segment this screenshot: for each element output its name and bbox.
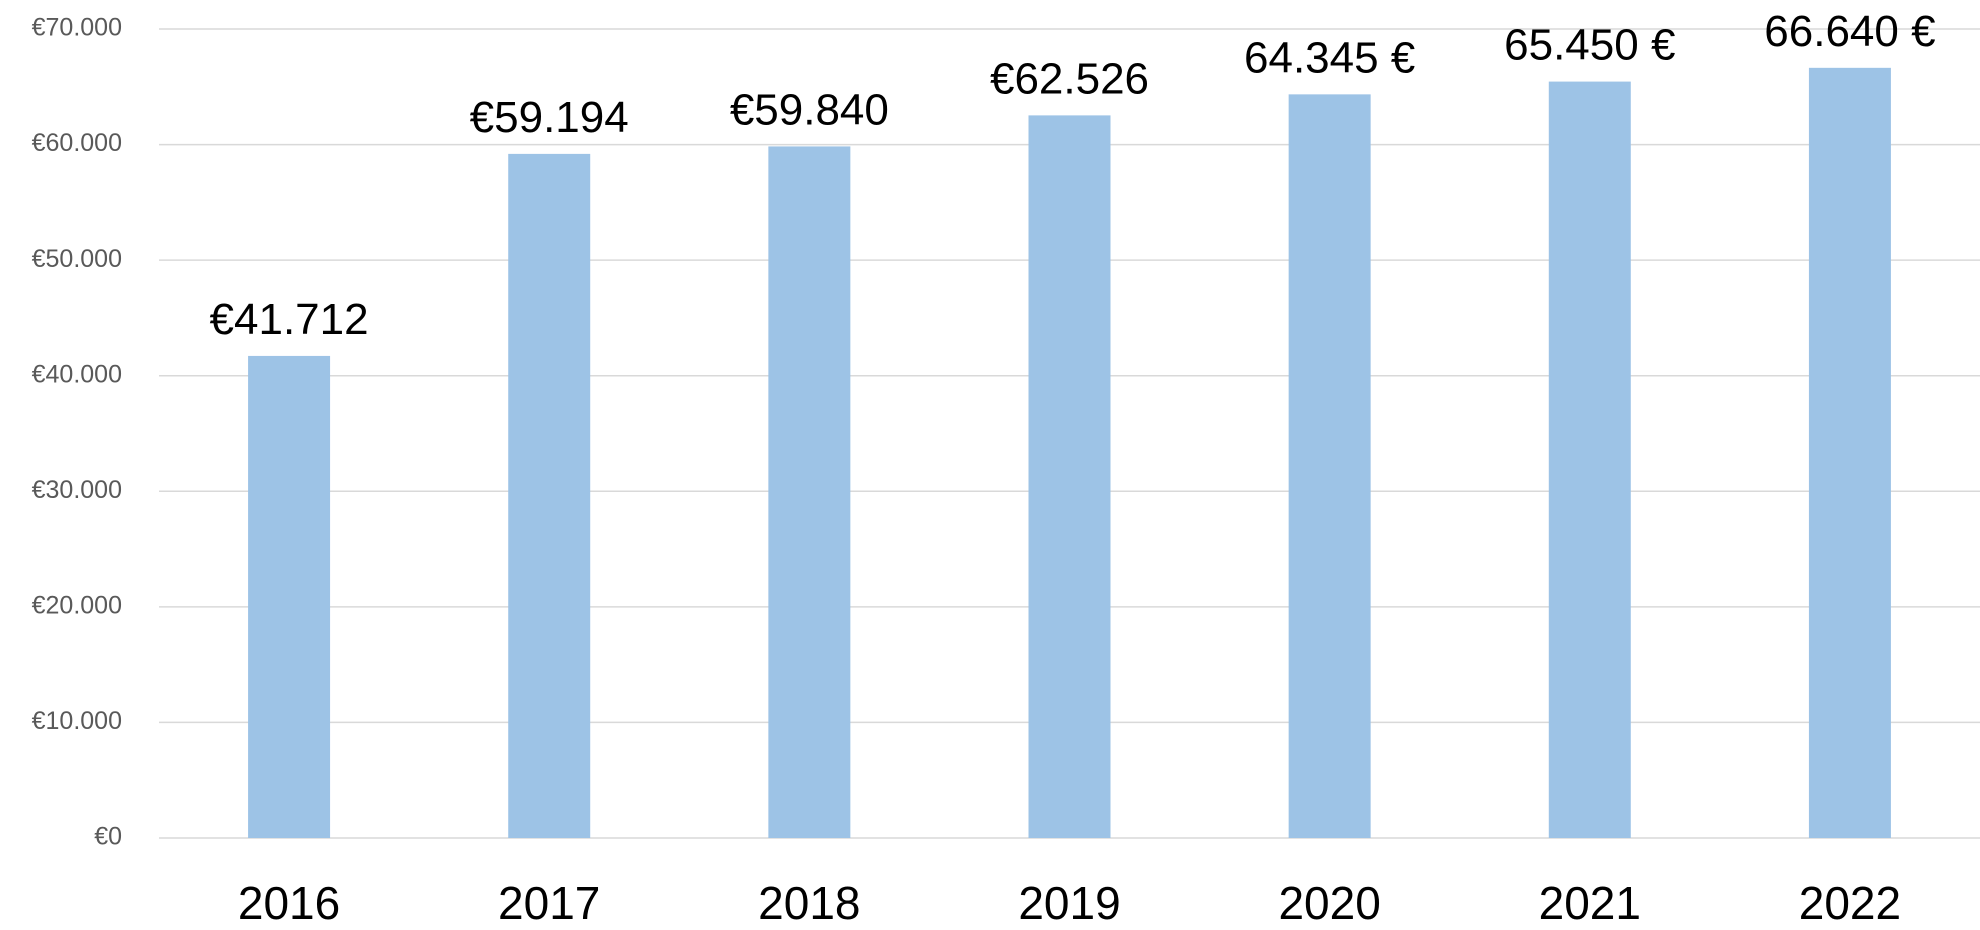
y-tick-label: €60.000 [32, 129, 122, 157]
x-tick-label: 2022 [1799, 877, 1901, 929]
bar [768, 146, 851, 838]
bar [1028, 115, 1111, 839]
value-label: 65.450 € [1504, 21, 1675, 70]
x-tick-label: 2021 [1539, 877, 1641, 929]
x-tick-label: 2019 [1018, 877, 1120, 929]
x-tick-label: 2020 [1278, 877, 1380, 929]
x-tick-label: 2016 [238, 877, 340, 929]
value-label: 64.345 € [1244, 33, 1415, 82]
y-tick-label: €0 [94, 823, 122, 851]
bar [1808, 67, 1891, 838]
value-label: 66.640 € [1764, 7, 1935, 56]
x-tick-label: 2018 [758, 877, 860, 929]
y-tick-label: €40.000 [32, 360, 122, 388]
y-tick-label: €20.000 [32, 591, 122, 619]
value-label: €62.526 [990, 54, 1149, 103]
value-label: €59.194 [470, 93, 629, 142]
value-label: €59.840 [730, 85, 889, 134]
x-tick-label: 2017 [498, 877, 600, 929]
bar [1548, 81, 1631, 838]
y-tick-label: €50.000 [32, 245, 122, 273]
value-label: €41.712 [210, 295, 369, 344]
y-tick-label: €30.000 [32, 476, 122, 504]
bar [248, 355, 331, 838]
y-tick-label: €70.000 [32, 14, 122, 42]
bar [1288, 94, 1371, 838]
y-tick-label: €10.000 [32, 707, 122, 735]
bar [508, 153, 591, 839]
